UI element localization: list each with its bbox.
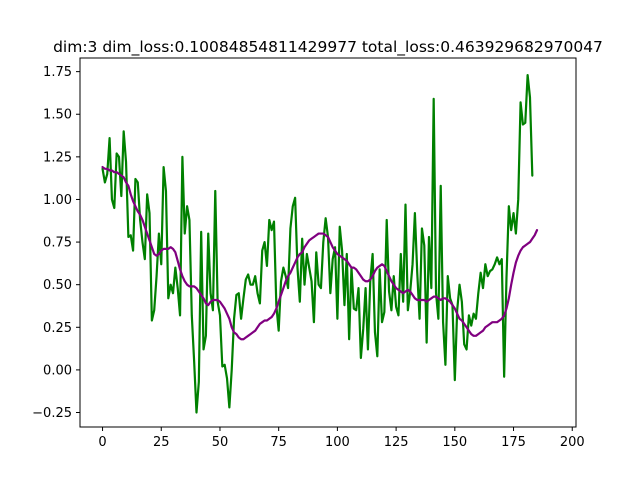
- y-axis: −0.25 0.00 0.25 0.50 0.75 1.00 1.25 1.50 1.75: [32, 65, 80, 421]
- y-tick-label: 0.00: [43, 363, 72, 378]
- series-line-moving-average: [101, 165, 539, 341]
- x-axis: 0 25 50 75 100 125 150 175 200: [98, 427, 585, 450]
- x-tick-label: 75: [270, 435, 287, 450]
- x-tick-label: 200: [560, 435, 585, 450]
- chart-title: dim:3 dim_loss:0.10084854811429977 total…: [53, 38, 603, 57]
- y-tick-label: 1.25: [43, 150, 72, 165]
- y-tick-label: 1.00: [43, 193, 72, 208]
- x-tick-label: 100: [325, 435, 350, 450]
- y-tick-label: 1.50: [43, 108, 72, 123]
- plot-frame: [79, 57, 577, 428]
- series-line-signal: [101, 73, 534, 414]
- plot-series: [101, 73, 539, 414]
- y-tick-label: 0.25: [43, 321, 72, 336]
- x-tick-label: 150: [442, 435, 467, 450]
- y-tick-label: −0.25: [32, 406, 72, 421]
- x-tick-label: 175: [501, 435, 526, 450]
- y-tick-label: 0.75: [43, 236, 72, 251]
- x-tick-label: 125: [384, 435, 409, 450]
- x-tick-label: 0: [98, 435, 106, 450]
- x-tick-label: 25: [153, 435, 170, 450]
- y-tick-label: 0.50: [43, 278, 72, 293]
- x-tick-label: 50: [212, 435, 229, 450]
- y-tick-label: 1.75: [43, 65, 72, 80]
